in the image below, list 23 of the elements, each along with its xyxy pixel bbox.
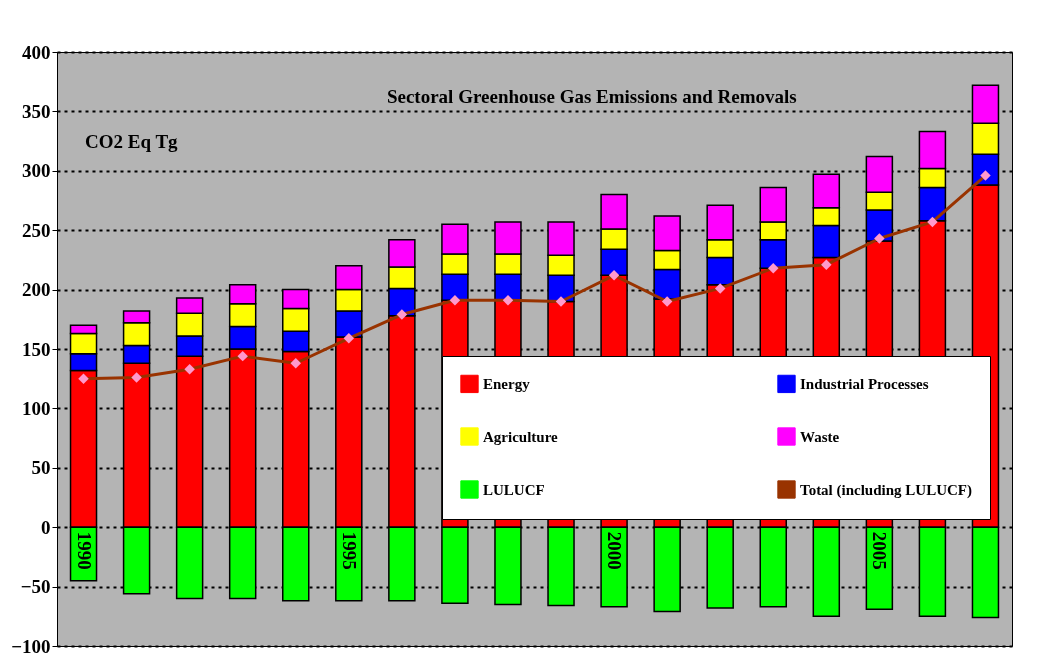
y-tick-label: 150 (22, 338, 51, 360)
y-tick-label: 0 (41, 516, 51, 538)
x-tick-label: 2005 (869, 531, 891, 570)
y-tick-label: −50 (20, 576, 51, 598)
legend-label: Waste (800, 428, 840, 445)
x-tick-label: 1990 (73, 531, 95, 570)
legend-label: Energy (483, 375, 531, 392)
x-tick-label: 2000 (604, 531, 626, 570)
y-tick-label: 100 (22, 397, 51, 419)
y-tick-label: 50 (31, 457, 51, 479)
y-tick-label: 200 (22, 279, 51, 301)
legend-label: Industrial Processes (800, 375, 929, 392)
legend-label: Total (including LULUCF) (800, 481, 972, 499)
y-tick-label: 300 (22, 160, 51, 182)
x-tick-label: 1995 (338, 531, 360, 570)
legend-label: Agriculture (483, 428, 559, 445)
y-axis-title: CO2 Eq Tg (85, 131, 179, 152)
legend-label: LULUCF (483, 481, 545, 498)
y-tick-label: 350 (22, 100, 51, 122)
y-tick-label: −100 (11, 635, 51, 657)
text: Sectoral Greenhouse Gas Emissions and Removals (386, 86, 797, 107)
y-tick-label: 250 (22, 219, 51, 241)
y-tick-label: 400 (22, 41, 51, 63)
